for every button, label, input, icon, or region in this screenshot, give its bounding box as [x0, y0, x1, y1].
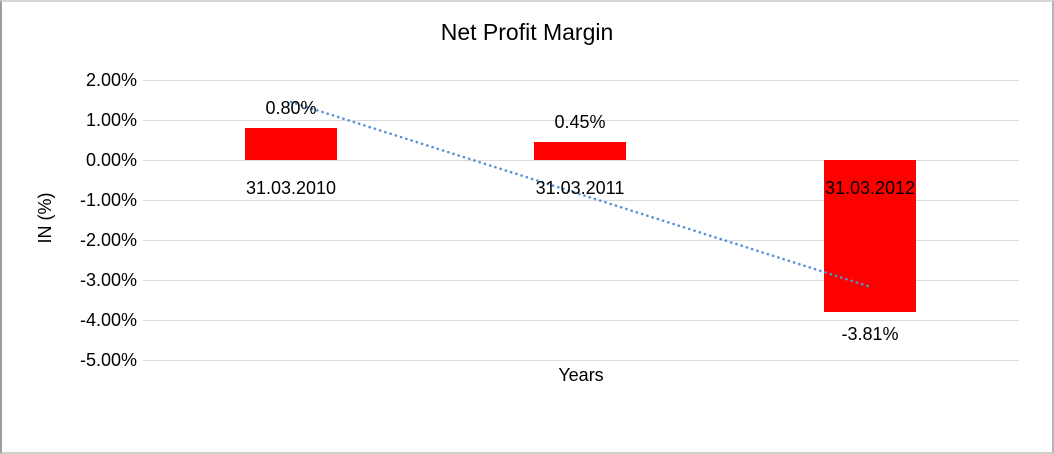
x-axis-title: Years: [558, 365, 604, 385]
category-label: 31.03.2012: [824, 178, 916, 198]
y-axis-tick-label: -5.00%: [79, 350, 137, 370]
y-axis-tick-label: -3.00%: [79, 270, 137, 290]
y-axis-tick-label: -2.00%: [79, 230, 137, 250]
y-axis-tick-label: -4.00%: [79, 310, 137, 330]
y-axis-tick-label: 0.00%: [85, 150, 137, 170]
y-axis-tick-label: 2.00%: [85, 70, 137, 90]
gridline: [143, 360, 1019, 361]
bar: [534, 142, 626, 160]
category-label: 31.03.2011: [535, 178, 625, 198]
y-axis-tick-label: 1.00%: [85, 110, 137, 130]
y-axis-title: IN (%): [35, 192, 55, 244]
bar: [245, 128, 337, 160]
data-label: -3.81%: [841, 324, 899, 345]
y-axis-tick-label: -1.00%: [79, 190, 137, 210]
category-label: 31.03.2010: [245, 178, 337, 198]
gridline: [143, 80, 1019, 81]
chart-title: Net Profit Margin: [440, 19, 614, 45]
data-label: 0.80%: [265, 98, 317, 118]
gridline: [143, 320, 1019, 321]
data-label: 0.45%: [554, 112, 606, 132]
